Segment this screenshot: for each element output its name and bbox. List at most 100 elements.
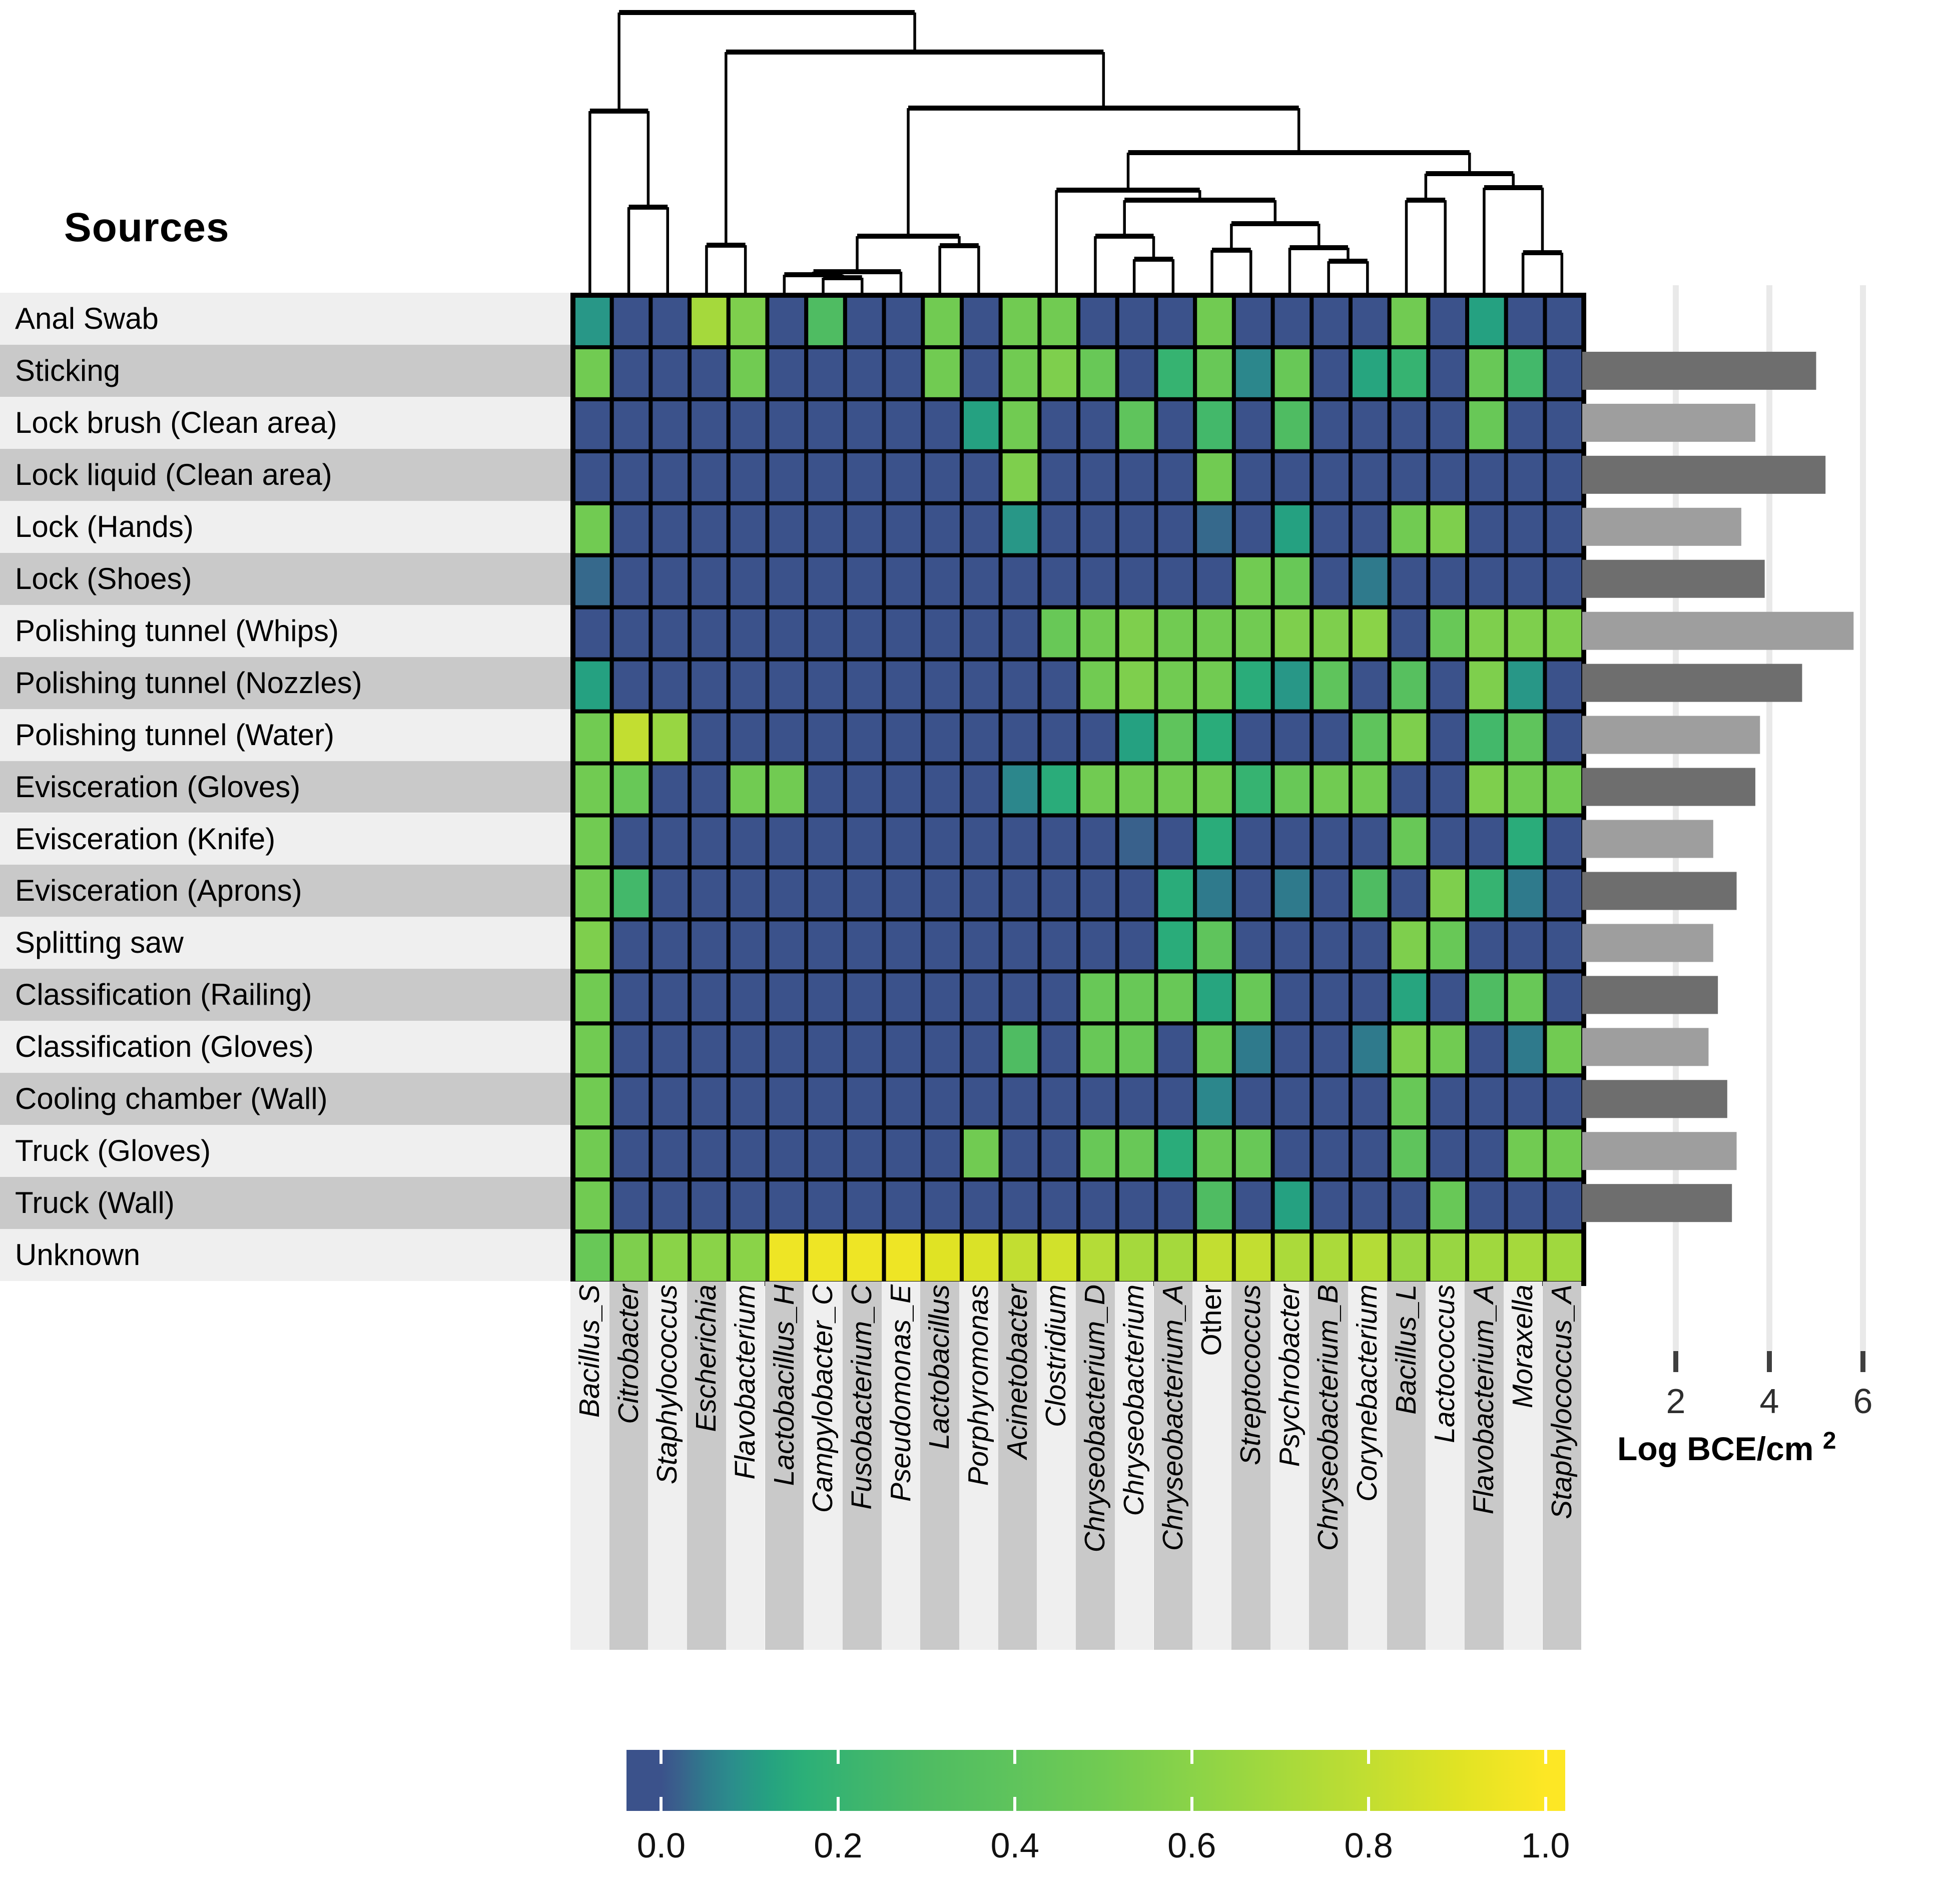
heatmap-cell bbox=[959, 657, 1003, 714]
heatmap-cell bbox=[843, 397, 886, 453]
heatmap-cell bbox=[843, 865, 886, 922]
heatmap-cell bbox=[688, 1021, 731, 1078]
heatmap-cell bbox=[1426, 501, 1470, 557]
legend-tick-mark bbox=[1013, 1797, 1017, 1811]
heatmap-cell bbox=[1348, 1125, 1392, 1182]
heatmap-cell bbox=[609, 657, 653, 714]
heatmap-cell bbox=[1426, 397, 1470, 453]
column-stripe: Bacillus_S bbox=[570, 1282, 609, 1650]
heatmap-cell bbox=[921, 345, 964, 401]
heatmap-cell bbox=[998, 969, 1042, 1026]
column-label: Porphyromonas bbox=[962, 1285, 994, 1486]
bar-axis-title-text: Log BCE/cm bbox=[1617, 1430, 1814, 1467]
log-bce-bar bbox=[1582, 1028, 1709, 1066]
bar-axis-tick: 4 bbox=[1759, 1382, 1779, 1421]
heatmap-cell bbox=[1193, 813, 1236, 870]
heatmap-cell bbox=[1465, 605, 1508, 662]
column-label: Streptococcus bbox=[1234, 1285, 1266, 1466]
heatmap-cell bbox=[959, 1229, 1003, 1286]
heatmap-cell bbox=[726, 293, 770, 349]
heatmap-cell bbox=[1231, 813, 1275, 870]
heatmap-cell bbox=[843, 345, 886, 401]
heatmap-cell bbox=[609, 553, 653, 609]
heatmap-cell bbox=[804, 345, 847, 401]
log-bce-bar bbox=[1582, 455, 1826, 494]
heatmap-cell bbox=[649, 1229, 692, 1286]
heatmap-cell bbox=[1543, 969, 1586, 1026]
heatmap-cell bbox=[843, 657, 886, 714]
heatmap-cell bbox=[1193, 1125, 1236, 1182]
row-stripe bbox=[0, 604, 570, 657]
legend-tick-mark bbox=[660, 1797, 663, 1811]
heatmap-cell bbox=[1154, 657, 1197, 714]
heatmap-cell bbox=[882, 709, 925, 766]
heatmap-cell bbox=[1504, 1177, 1547, 1234]
heatmap-cell bbox=[804, 553, 847, 609]
log-bce-bar bbox=[1582, 1184, 1732, 1222]
heatmap-cell bbox=[959, 1021, 1003, 1078]
page-title: Sources bbox=[64, 205, 230, 250]
heatmap-cell bbox=[570, 761, 614, 818]
heatmap-cell bbox=[649, 397, 692, 453]
heatmap-cell bbox=[570, 605, 614, 662]
heatmap-cell bbox=[1310, 1229, 1353, 1286]
heatmap-cell bbox=[882, 397, 925, 453]
heatmap-cell bbox=[649, 865, 692, 922]
column-stripe: Porphyromonas bbox=[959, 1282, 998, 1650]
heatmap-cell bbox=[688, 1229, 731, 1286]
heatmap-cell bbox=[1037, 657, 1081, 714]
legend-tick-label: 1.0 bbox=[1521, 1826, 1570, 1865]
heatmap-cell bbox=[1310, 709, 1353, 766]
heatmap-cell bbox=[1504, 1021, 1547, 1078]
heatmap-cell bbox=[1504, 501, 1547, 557]
column-label: Psychrobacter bbox=[1273, 1285, 1306, 1467]
heatmap-cell bbox=[1231, 1229, 1275, 1286]
heatmap-cell bbox=[1115, 1125, 1158, 1182]
heatmap-cell bbox=[1543, 1125, 1586, 1182]
heatmap-cell bbox=[1076, 553, 1119, 609]
heatmap-cell bbox=[1270, 865, 1314, 922]
row-stripe bbox=[0, 500, 570, 553]
heatmap-cell bbox=[882, 813, 925, 870]
legend-tick-label: 0.8 bbox=[1344, 1826, 1393, 1865]
heatmap-cell bbox=[649, 345, 692, 401]
heatmap-cell bbox=[1504, 345, 1547, 401]
heatmap-cell bbox=[998, 761, 1042, 818]
log-bce-bar bbox=[1582, 1080, 1727, 1118]
heatmap-cell bbox=[570, 709, 614, 766]
heatmap-cell bbox=[1348, 345, 1392, 401]
heatmap-cell bbox=[1037, 813, 1081, 870]
heatmap-cell bbox=[1504, 917, 1547, 974]
row-stripe bbox=[0, 1021, 570, 1073]
column-label: Citrobacter bbox=[612, 1285, 644, 1424]
heatmap-cell bbox=[1115, 657, 1158, 714]
heatmap-cell bbox=[1115, 1229, 1158, 1286]
heatmap-cell bbox=[1310, 761, 1353, 818]
heatmap-cell bbox=[843, 1073, 886, 1130]
heatmap-cell bbox=[1231, 917, 1275, 974]
column-stripe: Lactobacillus bbox=[920, 1282, 959, 1650]
heatmap-cell bbox=[804, 501, 847, 557]
heatmap-cell bbox=[765, 501, 809, 557]
heatmap-cell bbox=[998, 1177, 1042, 1234]
heatmap-cell bbox=[1465, 501, 1508, 557]
row-label: Lock brush (Clean area) bbox=[15, 405, 337, 439]
heatmap-cell bbox=[959, 449, 1003, 505]
heatmap-cell bbox=[609, 397, 653, 453]
heatmap-cell bbox=[1465, 917, 1508, 974]
heatmap-cell bbox=[1504, 1073, 1547, 1130]
heatmap-cell bbox=[649, 657, 692, 714]
heatmap-cell bbox=[1193, 449, 1236, 505]
column-stripe: Citrobacter bbox=[609, 1282, 649, 1650]
heatmap-cell bbox=[1076, 917, 1119, 974]
heatmap-cell bbox=[1193, 1229, 1236, 1286]
heatmap-cell bbox=[1426, 709, 1470, 766]
heatmap-cell bbox=[959, 1177, 1003, 1234]
heatmap-cell bbox=[765, 449, 809, 505]
heatmap-cell bbox=[921, 605, 964, 662]
heatmap-cell bbox=[959, 865, 1003, 922]
column-stripe: Clostridium bbox=[1037, 1282, 1076, 1650]
heatmap-cell bbox=[1426, 1229, 1470, 1286]
column-stripe: Lactobacillus_H bbox=[765, 1282, 804, 1650]
column-label: Bacillus_L bbox=[1390, 1285, 1422, 1415]
